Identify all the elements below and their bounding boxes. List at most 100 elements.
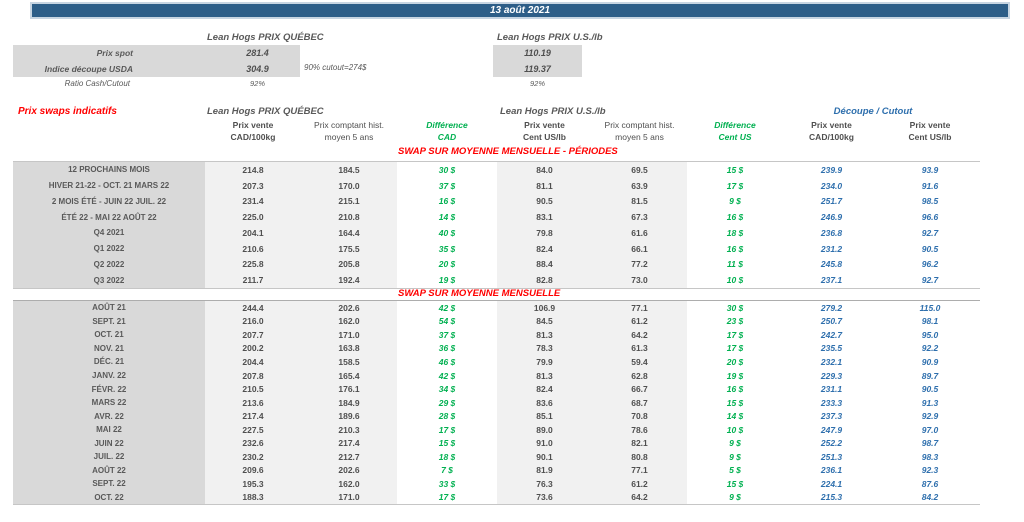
row-label-cell: JUIN 22 xyxy=(13,436,205,451)
us-vente-cell: 89.0 xyxy=(497,422,592,437)
qc-hist-cell: 192.4 xyxy=(301,272,397,288)
cutout-index-us-value: 119.37 xyxy=(524,64,551,74)
us-hist-cell: 67.3 xyxy=(592,209,687,225)
cutout-cad-cell: 236.8 xyxy=(783,225,880,241)
us-vente-cell: 83.1 xyxy=(497,209,592,225)
row-label-cell: JUIL. 22 xyxy=(13,450,205,464)
us-diff-cell: 30 $ xyxy=(687,301,783,315)
cutout-cad-cell: 252.2 xyxy=(783,436,880,451)
qc-hist-cell: 175.5 xyxy=(301,240,397,257)
qc-vente-cell: 231.4 xyxy=(205,193,301,210)
qc-diff-cell: 17 $ xyxy=(397,422,497,437)
spot-qc-value: 281.4 xyxy=(246,48,269,58)
us-diff-cell: 17 $ xyxy=(687,177,783,194)
cutout-us-cell: 95.0 xyxy=(880,328,980,342)
cutout-us-cell: 98.1 xyxy=(880,314,980,329)
qc-hist-cell: 205.8 xyxy=(301,256,397,273)
top-qc-band xyxy=(13,45,300,77)
qc-vente-cell: 230.2 xyxy=(205,450,301,464)
us-hist-cell: 61.3 xyxy=(592,341,687,356)
qc-vente-cell: 209.6 xyxy=(205,463,301,478)
us-vente-cell: 82.4 xyxy=(497,240,592,257)
us-diff-cell: 16 $ xyxy=(687,382,783,396)
cutout-cad-cell: 242.7 xyxy=(783,328,880,342)
us-vente-cell: 91.0 xyxy=(497,436,592,451)
us-diff-cell: 16 $ xyxy=(687,240,783,257)
table-row: FÉVR. 22 210.5 176.1 34 $ 82.4 66.7 16 $… xyxy=(13,382,980,396)
qc-diff-cell: 15 $ xyxy=(397,436,497,451)
row-label-cell: OCT. 21 xyxy=(13,328,205,342)
qc-diff-cell: 29 $ xyxy=(397,395,497,410)
us-diff-column-header: Différence Cent US xyxy=(714,120,756,142)
cutout-us-cell: 92.9 xyxy=(880,409,980,423)
us-hist-cell: 78.6 xyxy=(592,422,687,437)
label-column-header xyxy=(13,119,205,143)
row-label-cell: SEPT. 22 xyxy=(13,477,205,491)
us-diff-cell: 17 $ xyxy=(687,328,783,342)
us-vente-cell: 81.3 xyxy=(497,368,592,383)
table-row: DÉC. 21 204.4 158.5 46 $ 79.9 59.4 20 $ … xyxy=(13,355,980,369)
qc-vente-cell: 217.4 xyxy=(205,409,301,423)
cutout-cad-cell: 250.7 xyxy=(783,314,880,329)
qc-diff-cell: 42 $ xyxy=(397,368,497,383)
us-hist-cell: 73.0 xyxy=(592,272,687,288)
qc-diff-cell: 19 $ xyxy=(397,272,497,288)
cutout-us-cell: 89.7 xyxy=(880,368,980,383)
us-vente-column-header: Prix vente Cent US/lb xyxy=(523,120,566,142)
us-hist-cell: 61.6 xyxy=(592,225,687,241)
us-hist-column-header: Prix comptant hist. moyen 5 ans xyxy=(604,120,675,142)
qc-vente-cell: 210.5 xyxy=(205,382,301,396)
cutout-us-cell: 92.2 xyxy=(880,341,980,356)
cutout-index-qc-value: 304.9 xyxy=(246,64,269,74)
us-diff-cell: 11 $ xyxy=(687,256,783,273)
table-row: MAI 22 227.5 210.3 17 $ 89.0 78.6 10 $ 2… xyxy=(13,422,980,437)
qc-hist-cell: 212.7 xyxy=(301,450,397,464)
table-row: JUIN 22 232.6 217.4 15 $ 91.0 82.1 9 $ 2… xyxy=(13,436,980,451)
us-vente-cell: 81.9 xyxy=(497,463,592,478)
us-vente-cell: 81.3 xyxy=(497,328,592,342)
us-vente-cell: 78.3 xyxy=(497,341,592,356)
us-vente-cell: 76.3 xyxy=(497,477,592,491)
cutout-cad-cell: 251.3 xyxy=(783,450,880,464)
row-label-cell: DÉC. 21 xyxy=(13,355,205,369)
us-diff-cell: 9 $ xyxy=(687,450,783,464)
us-vente-cell: 79.9 xyxy=(497,355,592,369)
periods-heading: SWAP SUR MOYENNE MENSUELLE - PÉRIODES xyxy=(398,146,618,157)
qc-hist-cell: 202.6 xyxy=(301,301,397,315)
top-us-title: Lean Hogs PRIX U.S./lb xyxy=(497,32,603,43)
table-row: SEPT. 22 195.3 162.0 33 $ 76.3 61.2 15 $… xyxy=(13,477,980,491)
cutout-us-cell: 98.3 xyxy=(880,450,980,464)
cutout-cad-cell: 234.0 xyxy=(783,177,880,194)
table-row: SEPT. 21 216.0 162.0 54 $ 84.5 61.2 23 $… xyxy=(13,314,980,329)
qc-vente-cell: 211.7 xyxy=(205,272,301,288)
table-row: AVR. 22 217.4 189.6 28 $ 85.1 70.8 14 $ … xyxy=(13,409,980,423)
qc-hist-cell: 170.0 xyxy=(301,177,397,194)
us-hist-cell: 63.9 xyxy=(592,177,687,194)
table-row: Q4 2021 204.1 164.4 40 $ 79.8 61.6 18 $ … xyxy=(13,225,980,241)
cutout-us-cell: 90.5 xyxy=(880,382,980,396)
us-hist-cell: 66.1 xyxy=(592,240,687,257)
table-row: AOÛT 21 244.4 202.6 42 $ 106.9 77.1 30 $… xyxy=(13,301,980,315)
cutout-cad-cell: 239.9 xyxy=(783,162,880,178)
us-hist-cell: 68.7 xyxy=(592,395,687,410)
cutout-us-cell: 98.7 xyxy=(880,436,980,451)
qc-diff-cell: 28 $ xyxy=(397,409,497,423)
table-row: OCT. 22 188.3 171.0 17 $ 73.6 64.2 9 $ 2… xyxy=(13,490,980,505)
us-diff-cell: 19 $ xyxy=(687,368,783,383)
qc-hist-cell: 184.5 xyxy=(301,162,397,178)
table-row: Q1 2022 210.6 175.5 35 $ 82.4 66.1 16 $ … xyxy=(13,240,980,257)
qc-diff-cell: 46 $ xyxy=(397,355,497,369)
qc-diff-cell: 30 $ xyxy=(397,162,497,178)
qc-diff-cell: 16 $ xyxy=(397,193,497,210)
row-label-cell: 2 MOIS ÉTÉ - JUIN 22 JUIL. 22 xyxy=(13,193,205,210)
cutout-cad-cell: 236.1 xyxy=(783,463,880,478)
us-vente-cell: 84.0 xyxy=(497,162,592,178)
us-vente-cell: 79.8 xyxy=(497,225,592,241)
qc-vente-cell: 225.0 xyxy=(205,209,301,225)
cutout-us-cell: 92.3 xyxy=(880,463,980,478)
cutout-cad-cell: 231.2 xyxy=(783,240,880,257)
us-hist-cell: 77.1 xyxy=(592,301,687,315)
qc-vente-cell: 204.1 xyxy=(205,225,301,241)
cutout-us-cell: 93.9 xyxy=(880,162,980,178)
top-qc-title: Lean Hogs PRIX QUÉBEC xyxy=(207,32,324,43)
